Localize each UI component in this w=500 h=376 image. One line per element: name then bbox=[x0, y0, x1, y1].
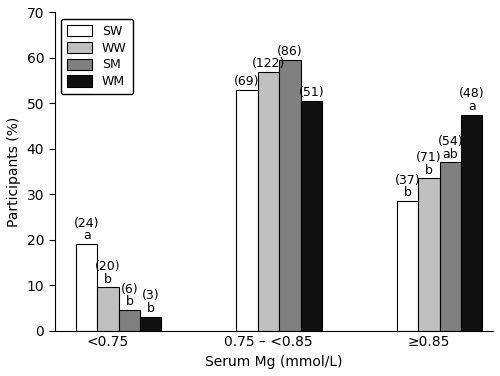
Bar bbox=[76, 244, 98, 331]
Text: (54): (54) bbox=[438, 135, 463, 148]
Text: (122): (122) bbox=[252, 57, 285, 70]
Text: (69): (69) bbox=[234, 75, 260, 88]
Bar bbox=[418, 178, 440, 331]
Text: (51): (51) bbox=[298, 86, 324, 99]
Text: b: b bbox=[147, 302, 154, 315]
Text: b: b bbox=[104, 273, 112, 286]
Bar bbox=[279, 60, 300, 331]
Bar bbox=[258, 71, 279, 331]
Text: (20): (20) bbox=[95, 260, 121, 273]
Bar bbox=[98, 288, 118, 331]
Text: b: b bbox=[425, 164, 433, 177]
Bar bbox=[300, 101, 322, 331]
Legend: SW, WW, SM, WM: SW, WW, SM, WM bbox=[61, 19, 133, 94]
Text: (6): (6) bbox=[120, 283, 138, 296]
Y-axis label: Participants (%): Participants (%) bbox=[7, 117, 21, 227]
Text: (37): (37) bbox=[394, 174, 420, 186]
Bar bbox=[461, 115, 482, 331]
Text: (86): (86) bbox=[277, 45, 302, 58]
Text: b: b bbox=[404, 186, 411, 199]
Text: (24): (24) bbox=[74, 217, 100, 230]
Text: (71): (71) bbox=[416, 151, 442, 164]
X-axis label: Serum Mg (mmol/L): Serum Mg (mmol/L) bbox=[205, 355, 342, 369]
Bar bbox=[118, 310, 140, 331]
Text: (48): (48) bbox=[459, 87, 484, 100]
Text: ab: ab bbox=[442, 148, 458, 161]
Bar bbox=[236, 90, 258, 331]
Text: a: a bbox=[83, 229, 90, 243]
Bar bbox=[440, 162, 461, 331]
Bar bbox=[140, 317, 162, 331]
Text: (3): (3) bbox=[142, 290, 160, 302]
Text: b: b bbox=[126, 296, 134, 308]
Text: a: a bbox=[468, 100, 475, 113]
Bar bbox=[397, 201, 418, 331]
